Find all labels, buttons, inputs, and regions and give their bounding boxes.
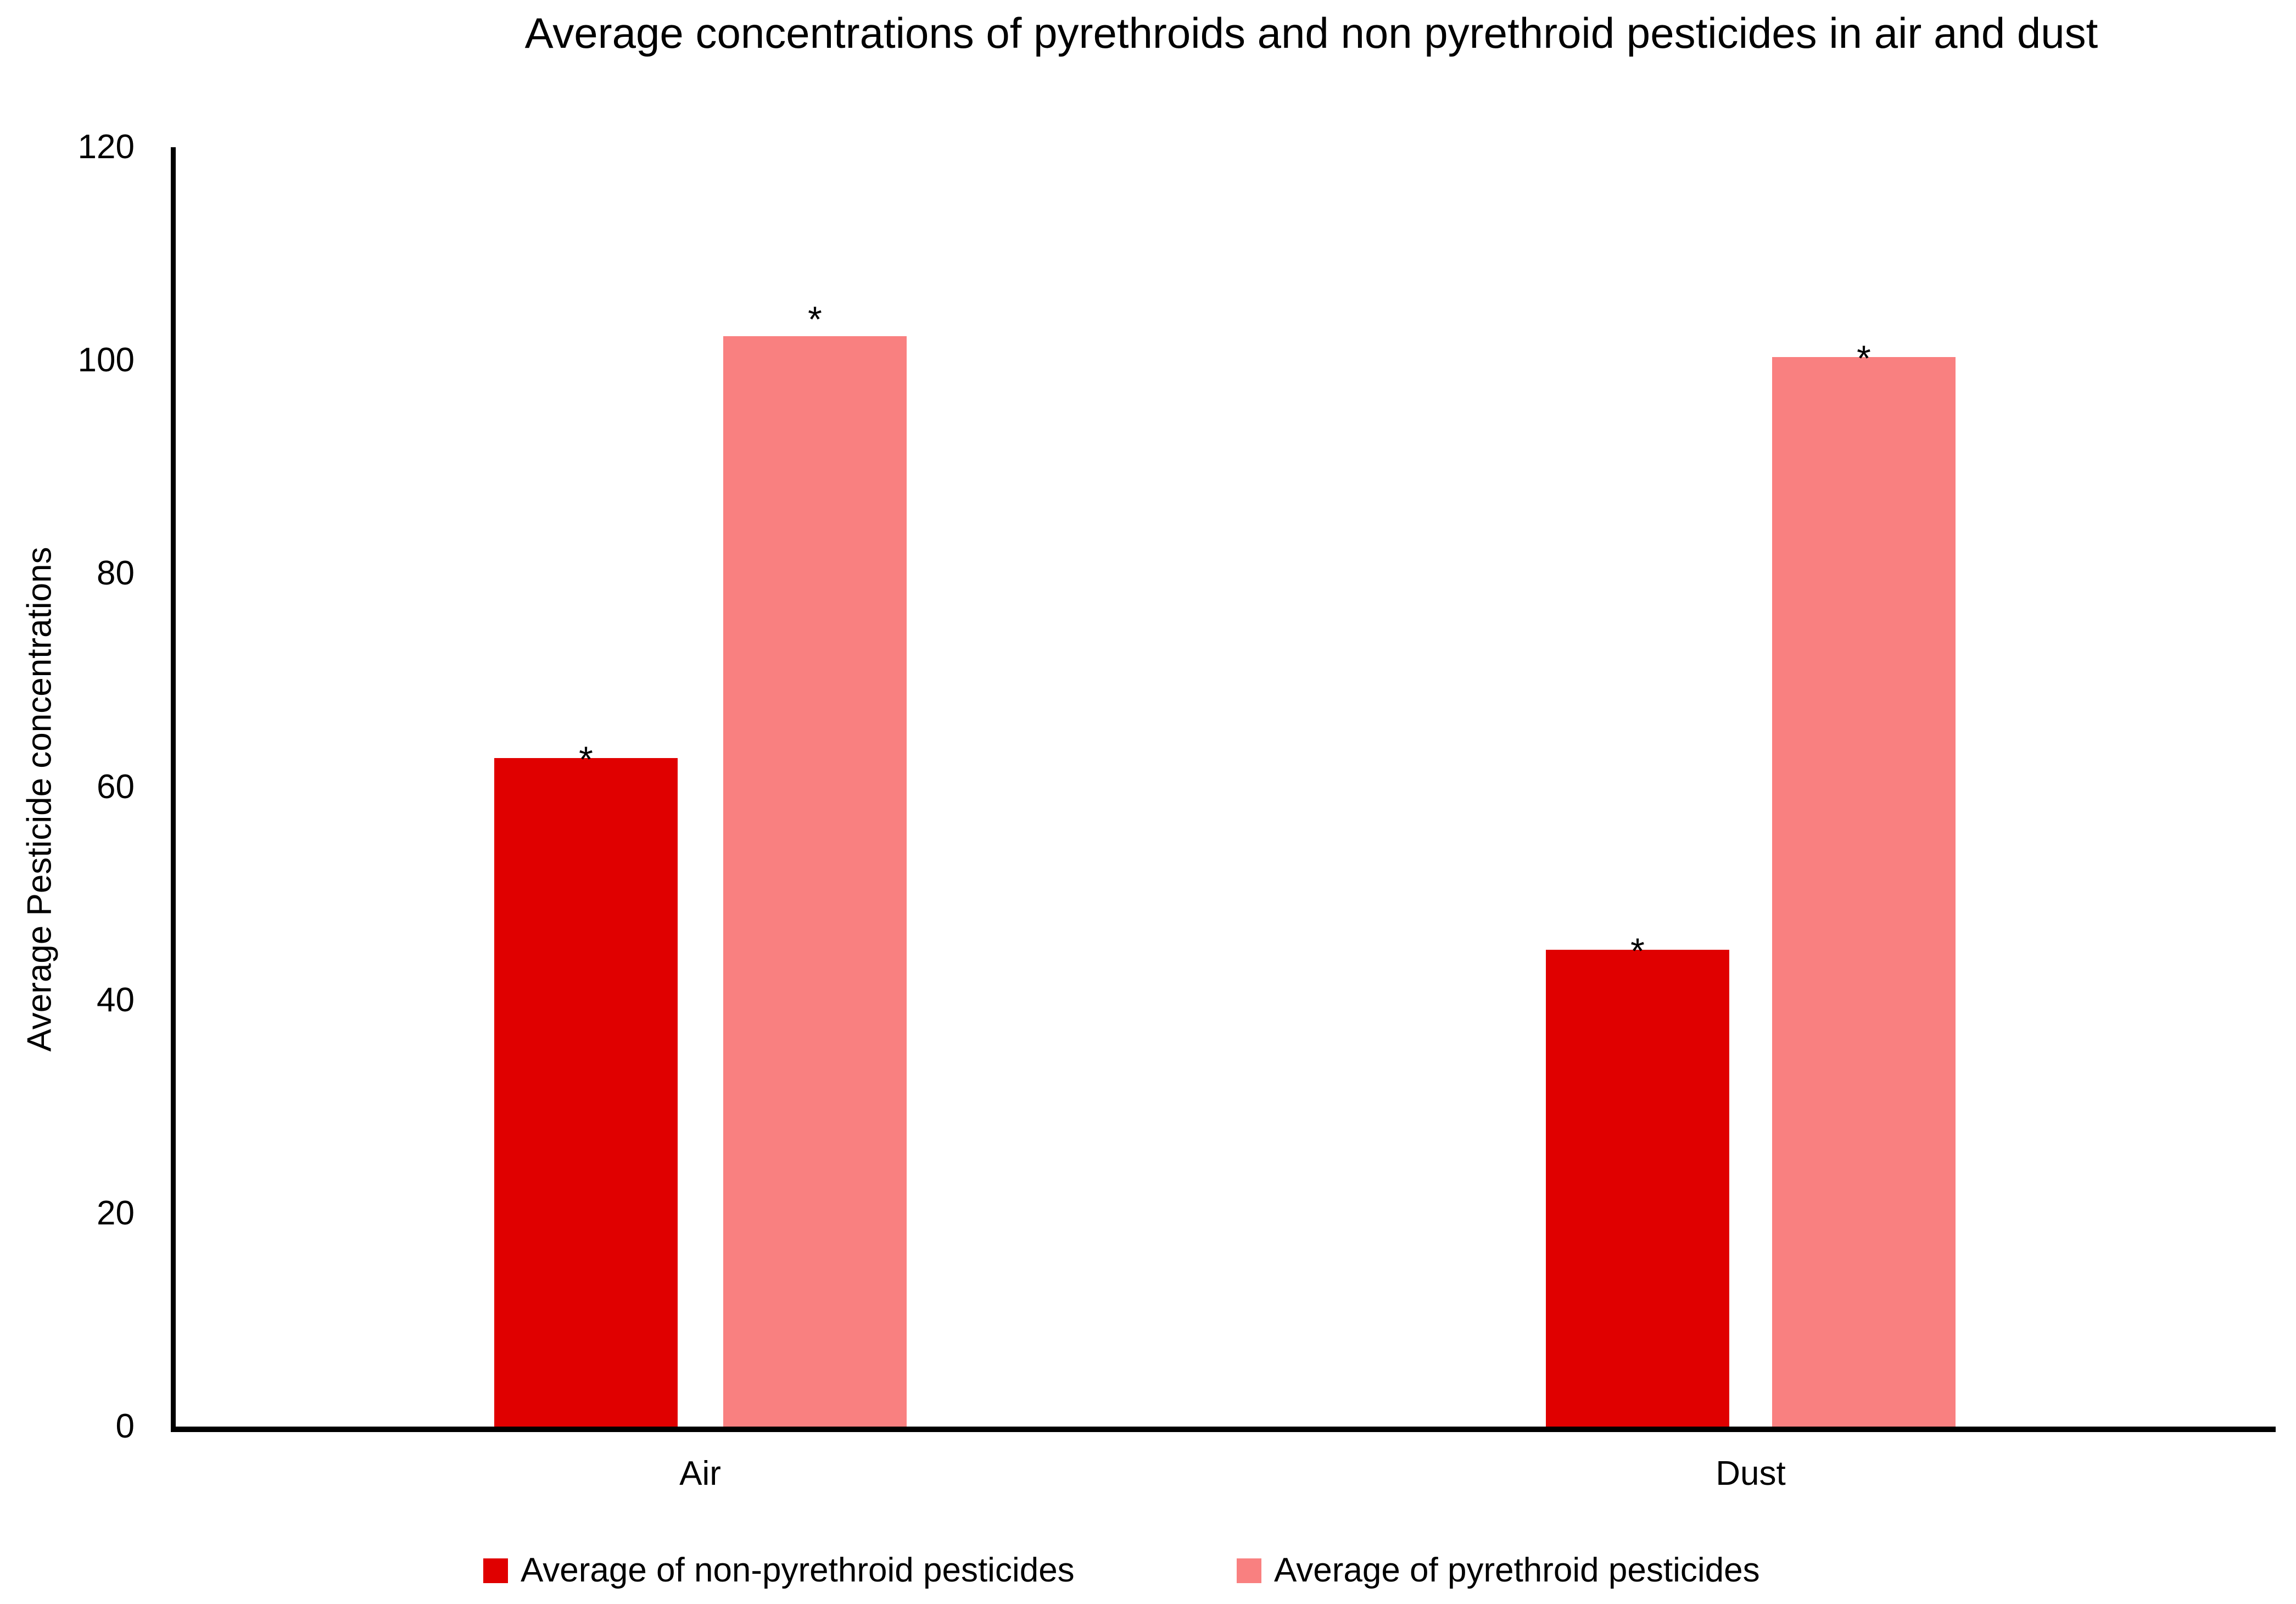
y-tick-label-80: 80 bbox=[97, 554, 135, 593]
legend-swatch-icon bbox=[483, 1558, 508, 1583]
legend-swatch-icon bbox=[1237, 1558, 1261, 1583]
significance-asterisk: * bbox=[808, 299, 822, 339]
legend: Average of non-pyrethroid pesticides Aver… bbox=[0, 1553, 2296, 1596]
y-tick-label-20: 20 bbox=[97, 1194, 135, 1232]
x-category-label-air: Air bbox=[679, 1455, 721, 1492]
bar-air-average-of-non-pyrethroid-pesticides: * bbox=[494, 741, 678, 1427]
legend-label: Average of pyrethroid pesticides bbox=[1274, 1551, 1760, 1589]
y-tick-label-40: 40 bbox=[97, 981, 135, 1019]
bar-dust-average-of-pyrethroid-pesticides: * bbox=[1772, 340, 1956, 1427]
legend-label: Average of non-pyrethroid pesticides bbox=[521, 1551, 1075, 1589]
chart-title: Average concentrations of pyrethroids an… bbox=[524, 9, 2098, 57]
significance-asterisk: * bbox=[1630, 931, 1645, 971]
y-tick-label-0: 0 bbox=[115, 1407, 135, 1445]
bar-dust-average-of-non-pyrethroid-pesticides: * bbox=[1546, 933, 1729, 1427]
legend-item-average-of-pyrethroid-pesticides: Average of pyrethroid pesticides bbox=[1237, 1553, 1760, 1588]
y-tick-label-60: 60 bbox=[97, 767, 135, 806]
bar-air-average-of-pyrethroid-pesticides: * bbox=[723, 301, 907, 1427]
x-category-label-dust: Dust bbox=[1716, 1455, 1786, 1492]
significance-asterisk: * bbox=[579, 739, 593, 779]
plot-area: * * * * bbox=[171, 147, 2276, 1432]
y-tick-label-100: 100 bbox=[77, 341, 135, 380]
y-axis-tick-labels: 0 20 40 60 80 100 120 bbox=[0, 0, 135, 1604]
significance-asterisk: * bbox=[1857, 338, 1871, 378]
y-tick-label-120: 120 bbox=[77, 128, 135, 166]
legend-item-average-of-non-pyrethroid-pesticides: Average of non-pyrethroid pesticides bbox=[483, 1553, 1075, 1588]
